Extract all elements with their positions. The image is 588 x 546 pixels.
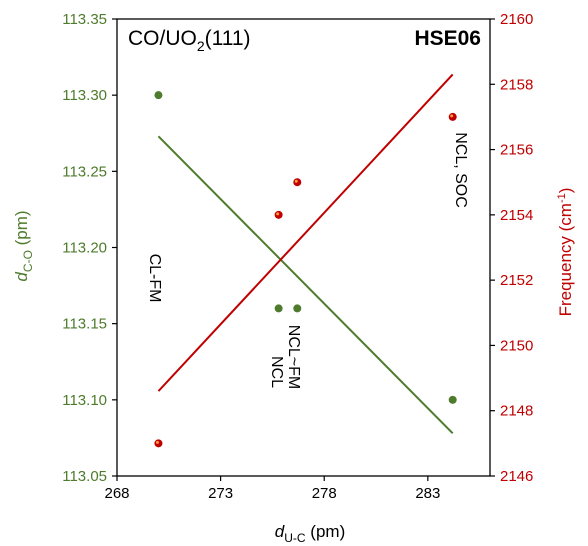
annotation-ncl: NCL [268,356,285,388]
y-right-axis-label-end: ) [556,188,575,194]
y-left-tick-label: 113.20 [62,240,107,257]
y-left-axis-label-main: d [12,272,31,282]
green-trendline [157,135,454,435]
red-point-highlight [450,114,454,118]
y-right-tick-label: 2146 [500,468,533,485]
y-left-axis-label: dC-O (pm) [12,210,35,281]
annotation-ncl-fm: NCL~FM [285,325,302,389]
green-data-point [274,304,283,313]
x-axis-label-sub: U-C [284,531,306,545]
annotation-cl-fm: CL-FM [146,254,163,303]
y-left-tick-label: 113.15 [62,316,107,333]
red-point-highlight [294,179,298,183]
x-tick-label: 268 [104,485,129,502]
green-data-point [293,304,302,313]
x-axis-label-main: d [275,522,285,541]
y-left-axis-label-sub: C-O [21,250,35,272]
y-right-axis-ticks: 2146 2148 2150 2152 2154 2156 2158 2160 [490,11,533,485]
y-left-axis-label-unit: (pm) [12,210,31,250]
y-left-axis-ticks: 113.05 113.10 113.15 113.20 113.25 113.30 113.… [62,11,117,485]
x-tick-label: 283 [415,485,440,502]
y-left-tick-label: 113.35 [62,11,107,28]
x-axis-label-unit: (pm) [306,522,346,541]
chart-title-sub: 2 [197,38,205,54]
y-left-tick-label: 113.05 [62,468,107,485]
red-point-highlight [276,212,280,216]
y-right-tick-label: 2150 [500,337,533,354]
y-right-tick-label: 2158 [500,76,533,93]
y-right-axis-label-main: Frequency (cm [556,203,575,316]
data-points [154,91,457,448]
chart-title: CO/UO2(111) [128,27,251,54]
trendlines [157,73,454,435]
y-left-tick-label: 113.25 [62,163,107,180]
y-right-tick-label: 2152 [500,272,533,289]
y-right-axis-label-sup: -1 [556,193,568,203]
x-tick-label: 273 [208,485,233,502]
y-left-tick-label: 113.30 [62,87,107,104]
plot-frame [116,18,491,477]
x-axis-ticks: 268 273 278 283 [104,476,440,502]
y-right-tick-label: 2148 [500,403,533,420]
method-label: HSE06 [414,27,481,50]
y-right-axis-label: Frequency (cm-1) [556,188,575,317]
x-tick-label: 278 [312,485,337,502]
red-point-highlight [155,440,159,444]
y-left-tick-label: 113.10 [62,392,107,409]
chart-title-main: CO/UO [128,27,197,50]
green-data-point [154,91,163,100]
x-axis-label: dU-C (pm) [275,522,345,545]
green-data-point [448,395,457,404]
annotation-ncl-soc: NCL, SOC [452,132,469,208]
y-right-tick-label: 2154 [500,207,533,224]
y-right-tick-label: 2160 [500,11,533,28]
chart-title-suffix: (111) [205,27,251,50]
red-trendline [157,73,454,392]
y-right-tick-label: 2156 [500,142,533,159]
